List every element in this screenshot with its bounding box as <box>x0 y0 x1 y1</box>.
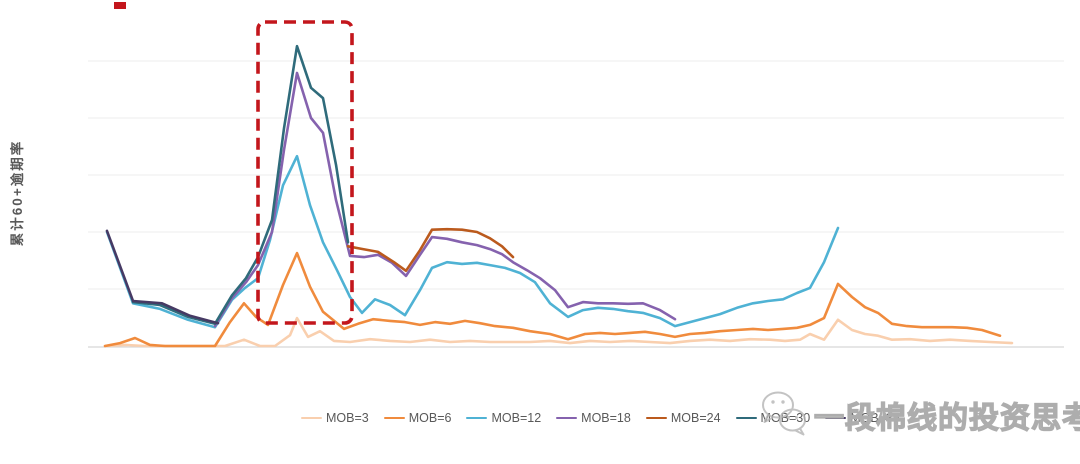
legend-item-MOB-18: MOB=18 <box>556 411 631 425</box>
legend-label: MOB=30 <box>760 411 811 425</box>
legend-label: MOB=36 <box>850 411 900 425</box>
series-line-MOB-18 <box>213 71 677 328</box>
legend-swatch <box>301 416 322 420</box>
legend-item-MOB-30: MOB=30 <box>735 411 811 425</box>
series-line-MOB-12 <box>105 154 840 329</box>
legend-swatch <box>735 416 757 420</box>
legend-swatch <box>556 416 578 420</box>
legend-item-MOB-24: MOB=24 <box>645 411 721 425</box>
legend-label: MOB=24 <box>670 411 721 425</box>
legend-label: MOB=18 <box>581 411 631 425</box>
legend-item-MOB-3: MOB=3 <box>301 411 369 425</box>
legend-item-MOB-36: MOB=36 <box>825 411 900 425</box>
legend-item-MOB-6: MOB=6 <box>383 411 452 425</box>
series-line-MOB-24 <box>346 227 515 273</box>
chart-legend: MOB=3 MOB=6 MOB=12 MOB=18 MOB=24 MOB=30 MOB=36 <box>301 411 900 425</box>
series-line-MOB-36 <box>105 229 220 325</box>
series-line-MOB-3 <box>103 316 1014 348</box>
legend-swatch <box>825 416 847 420</box>
legend-item-MOB-12: MOB=12 <box>466 411 541 425</box>
legend-label: MOB=6 <box>408 411 452 425</box>
legend-swatch <box>645 416 667 420</box>
legend-swatch <box>466 416 488 420</box>
legend-label: MOB=3 <box>326 411 369 425</box>
legend-swatch <box>383 416 405 420</box>
legend-label: MOB=12 <box>491 411 542 425</box>
highlight-dashed-box <box>256 20 354 325</box>
red-mark-artifact <box>114 2 126 9</box>
series-line-MOB-6 <box>103 251 1002 348</box>
series-line-MOB-30 <box>131 44 350 326</box>
